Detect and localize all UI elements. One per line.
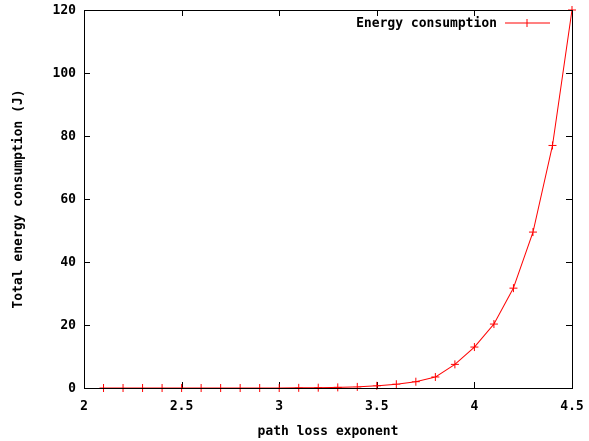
- legend-label: Energy consumption: [356, 16, 497, 31]
- x-tick-label: 4: [470, 399, 478, 414]
- y-tick-label: 60: [60, 192, 76, 207]
- data-point-marker: [528, 228, 537, 237]
- y-tick-label: 80: [60, 129, 76, 144]
- x-tick-label: 4.5: [560, 399, 583, 414]
- data-point-marker: [411, 377, 420, 386]
- x-tick-label: 2.5: [170, 399, 193, 414]
- y-tick-label: 40: [60, 255, 76, 270]
- data-point-marker: [353, 382, 362, 391]
- data-point-marker: [314, 383, 323, 392]
- series-line: [103, 9, 573, 389]
- y-axis-label: Total energy consumption (J): [11, 89, 26, 308]
- legend-marker: [523, 19, 531, 27]
- y-tick-label: 120: [53, 3, 77, 18]
- data-point-marker: [392, 380, 401, 389]
- y-tick-label: 20: [60, 318, 76, 333]
- data-point-marker: [489, 320, 498, 329]
- y-tick-label: 0: [68, 381, 76, 396]
- x-axis-ticks: 2 2.5 3 3.5 4 4.5: [80, 10, 584, 414]
- x-tick-label: 2: [80, 399, 88, 414]
- y-axis-ticks: 0 20 40 60 80 100 120: [53, 3, 572, 396]
- data-point-marker: [509, 284, 518, 293]
- data-point-marker: [431, 372, 440, 381]
- x-axis-label: path loss exponent: [258, 424, 399, 439]
- data-point-marker: [548, 141, 557, 150]
- data-point-marker: [470, 343, 479, 352]
- x-tick-label: 3: [275, 399, 283, 414]
- legend: Energy consumption: [356, 16, 550, 31]
- data-point-marker: [294, 383, 303, 392]
- plot-frame: [84, 10, 573, 389]
- data-point-marker: [450, 360, 459, 369]
- x-tick-label: 3.5: [365, 399, 388, 414]
- plot-series: [99, 6, 576, 392]
- data-point-marker: [333, 383, 342, 392]
- y-tick-label: 100: [53, 66, 77, 81]
